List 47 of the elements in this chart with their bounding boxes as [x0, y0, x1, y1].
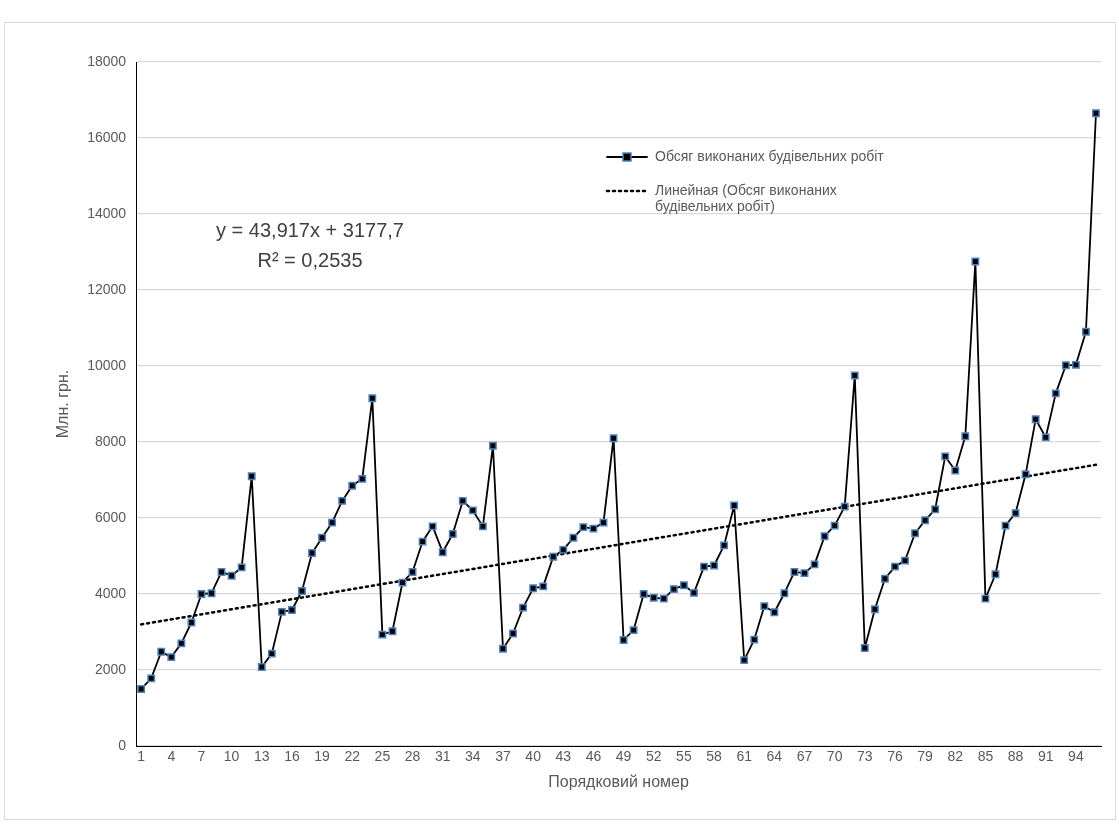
x-tick-label: 85: [977, 748, 994, 765]
y-tick-label: 14000: [87, 204, 127, 221]
x-tick-label: 1: [137, 748, 146, 765]
x-tick-label: 10: [223, 748, 240, 765]
y-tick-label: 4000: [94, 584, 127, 601]
x-tick-label: 37: [495, 748, 511, 765]
x-tick-label: 4: [167, 748, 176, 765]
x-tick-label: 13: [253, 748, 270, 765]
annotation: y = 43,917x + 3177,7 R² = 0,2535: [216, 218, 404, 273]
x-tick-label: 82: [947, 748, 964, 765]
legend-label: Обсяг виконаних будівельних робіт: [655, 148, 884, 164]
y-tick-label: 12000: [87, 280, 127, 297]
y-tick-label: 6000: [94, 508, 127, 525]
x-tick-label: 88: [1007, 748, 1024, 765]
x-tick-label: 43: [555, 748, 572, 765]
x-tick-label: 64: [766, 748, 783, 765]
x-tick-label: 52: [645, 748, 662, 765]
x-tick-label: 79: [917, 748, 934, 765]
x-tick-label: 22: [344, 748, 361, 765]
x-tick-label: 58: [706, 748, 723, 765]
x-tick-label: 40: [525, 748, 542, 765]
y-axis-title: Млн. грн.: [54, 369, 72, 439]
y-tick-label: 8000: [94, 432, 127, 449]
y-tick-label: 10000: [87, 356, 127, 373]
x-tick-label: 91: [1037, 748, 1054, 765]
x-tick-label: 16: [284, 748, 300, 765]
x-axis-title: Порядковий номер: [548, 772, 689, 790]
x-tick-label: 70: [826, 748, 843, 765]
x-tick-label: 31: [434, 748, 451, 765]
x-tick-label: 7: [197, 748, 206, 765]
x-tick-label: 61: [736, 748, 753, 765]
x-tick-label: 25: [374, 748, 391, 765]
x-tick-label: 76: [887, 748, 903, 765]
x-tick-label: 19: [314, 748, 331, 765]
x-tick-label: 28: [404, 748, 421, 765]
y-tick-label: 18000: [87, 52, 127, 69]
x-tick-label: 94: [1068, 748, 1084, 765]
x-tick-label: 55: [676, 748, 692, 765]
y-tick-label: 16000: [87, 128, 127, 145]
x-tick-label: 46: [585, 748, 602, 765]
x-tick-label: 73: [857, 748, 873, 765]
x-tick-label: 49: [615, 748, 632, 765]
x-tick-label: 67: [796, 748, 813, 765]
y-tick-label: 0: [118, 736, 127, 753]
x-tick-label: 34: [465, 748, 481, 765]
y-tick-label: 2000: [94, 660, 127, 677]
legend-label: Линейная (Обсяг виконаних будівельних робіт): [655, 182, 838, 214]
